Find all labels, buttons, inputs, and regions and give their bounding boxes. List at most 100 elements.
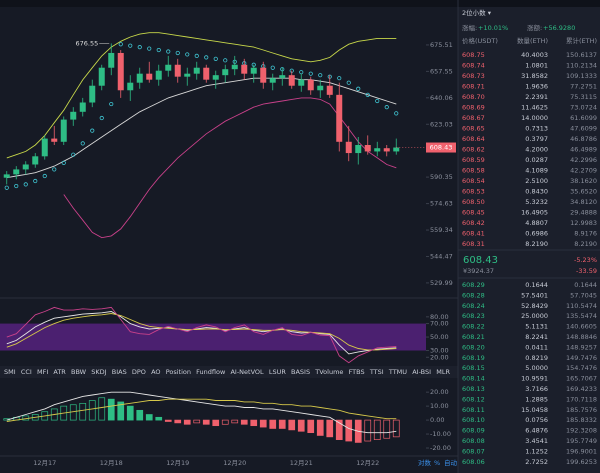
macd-bar [164, 419, 172, 422]
row-price: 608.14 [462, 375, 485, 383]
row-amount: 0.0287 [525, 156, 548, 164]
row-amount: 0.8219 [525, 354, 548, 362]
candle-body [231, 64, 238, 70]
indicator-tab[interactable]: MLR [436, 368, 450, 376]
indicator-tab[interactable]: DPO [132, 368, 146, 376]
row-amount: 4.2000 [525, 146, 548, 154]
sar-dot [213, 56, 218, 61]
y-tick-label: 544.47 [430, 252, 453, 260]
indicator-tab[interactable]: Position [166, 368, 191, 376]
change-pct-label: 涨幅: [462, 23, 477, 32]
y-tick-label: 30.00 [430, 347, 449, 355]
indicator-tab[interactable]: MFI [37, 368, 48, 376]
indicator-tab[interactable]: BIAS [112, 368, 127, 376]
row-total: 109.1333 [566, 72, 597, 80]
last-price-cny: ¥3924.37 [463, 267, 494, 275]
column-header: 累计(ETH) [566, 36, 597, 45]
row-price: 608.70 [462, 93, 485, 101]
sar-dot [4, 185, 9, 190]
macd-line [6, 398, 397, 422]
macd-bar [193, 419, 201, 424]
indicator-tab[interactable]: SMI [4, 368, 16, 376]
macd-bar [240, 419, 248, 425]
last-price: 608.43 [463, 255, 498, 266]
axis-option[interactable]: 对数 [418, 458, 432, 467]
column-header: 价格(USDT) [462, 36, 498, 45]
candle-body [60, 119, 67, 142]
row-amount: 3.7166 [525, 385, 548, 393]
row-amount: 3.4541 [525, 437, 548, 445]
sar-dot [318, 73, 323, 78]
indicator-tab[interactable]: AO [151, 368, 160, 376]
row-total: 8.2190 [574, 240, 597, 248]
row-price: 608.21 [462, 333, 485, 341]
row-total: 46.8786 [570, 135, 597, 143]
axis-option[interactable]: % [434, 459, 440, 467]
indicator-tab[interactable]: SKDJ [91, 368, 106, 376]
indicator-tab[interactable]: Fundflow [196, 368, 226, 376]
candle-body [146, 73, 153, 80]
row-total: 42.2996 [570, 156, 597, 164]
row-amount: 1.1252 [525, 447, 548, 455]
candle-body [393, 147, 400, 152]
row-total: 35.6520 [570, 188, 597, 196]
sar-dot [61, 160, 66, 165]
candle-body [383, 148, 390, 152]
row-price: 608.64 [462, 135, 485, 143]
row-amount: 4.1089 [525, 167, 548, 175]
candle-body [193, 67, 200, 74]
macd-bar [212, 419, 220, 427]
macd-bar [88, 400, 96, 421]
macd-bar [79, 402, 87, 421]
sar-dot [346, 80, 351, 85]
indicator-tab[interactable]: AI-BSI [412, 368, 431, 376]
sar-dot [337, 76, 342, 81]
candle-body [241, 64, 248, 74]
sar-dot [42, 173, 47, 179]
macd-line [6, 391, 397, 434]
row-amount: 14.0000 [521, 114, 548, 122]
row-price: 608.75 [462, 51, 485, 59]
indicator-tab[interactable]: FTBS [349, 368, 365, 376]
sar-dot [99, 115, 104, 121]
chart-background [0, 0, 458, 473]
row-total: 135.5474 [566, 312, 597, 320]
indicator-tab[interactable]: ATR [53, 368, 66, 376]
candle-body [79, 102, 86, 112]
precision-select[interactable]: 2位小数 ▾ [462, 8, 492, 17]
row-total: 47.6099 [570, 125, 597, 133]
candle-body [336, 94, 343, 142]
indicator-tab[interactable]: AI-NetVOL [230, 368, 264, 376]
indicator-tab[interactable]: CCI [21, 368, 32, 376]
row-total: 34.8120 [570, 198, 597, 206]
band-line [6, 77, 397, 179]
change-pct: +10.01% [478, 24, 508, 32]
sar-dot [375, 98, 380, 104]
indicator-tab[interactable]: TTMU [388, 368, 407, 376]
indicator-tab[interactable]: BASIS [291, 368, 310, 376]
row-price: 608.41 [462, 230, 485, 238]
candle-body [98, 67, 105, 86]
candle-body [260, 67, 267, 83]
indicator-tab[interactable]: LSUR [269, 368, 287, 376]
high-label: 676.55 [76, 39, 99, 47]
candle-body [269, 78, 276, 83]
row-price: 608.20 [462, 343, 485, 351]
row-price: 608.13 [462, 385, 485, 393]
axis-option[interactable]: 自动 [444, 458, 458, 467]
candle-body [51, 138, 58, 142]
sar-dot [14, 183, 19, 189]
candle-body [326, 85, 333, 95]
candle-body [89, 85, 96, 103]
candle-body [70, 111, 77, 120]
macd-bar [126, 405, 134, 421]
macd-bar [316, 419, 324, 436]
row-amount: 0.0756 [525, 416, 548, 424]
indicator-tab[interactable]: BBW [71, 368, 87, 376]
sar-dot [147, 46, 152, 51]
indicator-tab[interactable]: TVolume [314, 368, 343, 376]
indicator-tab[interactable]: TTSI [369, 368, 384, 376]
row-amount: 5.1131 [525, 323, 548, 331]
candle-body [165, 64, 172, 71]
